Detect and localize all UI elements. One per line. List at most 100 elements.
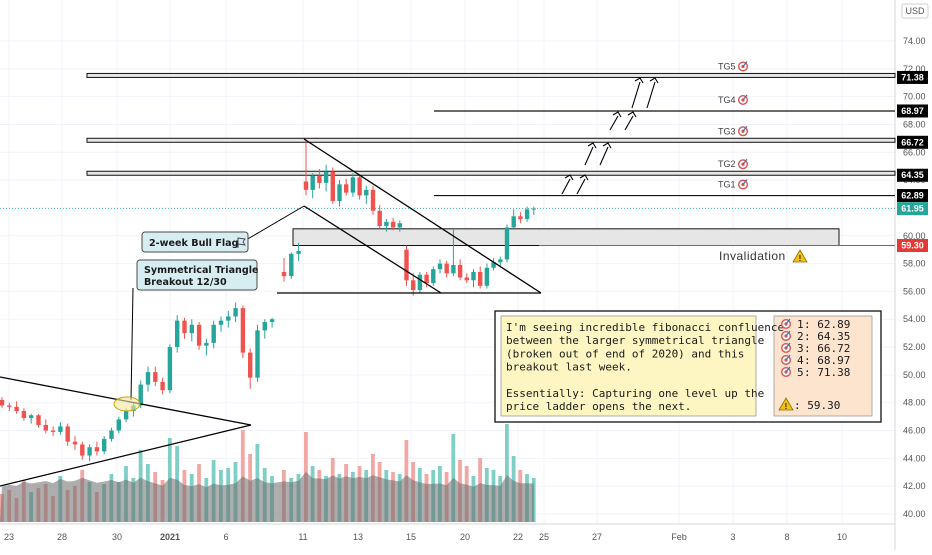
target-icon (781, 354, 792, 366)
invalidation-label-group: Invalidation ! (719, 249, 808, 263)
level-label-tg5: TG5 (718, 61, 736, 71)
candle-body (226, 316, 231, 321)
candle-body (524, 209, 530, 220)
candle-body (102, 438, 107, 452)
candle-body (36, 415, 41, 425)
invalidation-zone (292, 228, 840, 247)
candle-body (269, 319, 275, 323)
target-arrow (624, 111, 637, 131)
candles (0, 138, 536, 462)
candle-body (116, 419, 121, 431)
time-tick: 6 (223, 532, 228, 542)
candle-body (145, 372, 151, 385)
price-tick: 74.00 (903, 36, 926, 46)
fib-number: 2 (797, 330, 804, 343)
grid (0, 0, 896, 550)
price-tick: 56.00 (903, 286, 926, 296)
candle-body (310, 175, 315, 190)
price-axis[interactable]: 40.00 42.00 44.00 46.00 48.00 50.00 52.00 54.00… (897, 36, 928, 519)
price-tag: 71.38 (901, 72, 924, 82)
candle-body (167, 347, 173, 391)
price-tag-box (897, 135, 928, 149)
candle-body (337, 184, 342, 201)
candle-body (262, 322, 267, 331)
candle-body (323, 171, 329, 183)
candle-body (255, 330, 260, 378)
level-box-tg2 (86, 170, 896, 176)
price-tick: 46.00 (903, 426, 926, 436)
price-tag-box (897, 189, 928, 203)
note-line: breakout last week. (506, 361, 632, 374)
price-tag-box (897, 239, 928, 253)
time-tick: 11 (298, 532, 307, 542)
price-tick: 50.00 (903, 370, 926, 380)
candle-body (138, 384, 143, 406)
fib-row: : 71.38 (804, 366, 850, 379)
candle-body (153, 372, 158, 382)
bull-flag-callout: 2-week Bull Flag (141, 205, 305, 253)
price-tag: 64.35 (901, 170, 924, 180)
svg-text:!: ! (799, 254, 802, 263)
target-arrow (609, 111, 622, 131)
time-tick: 8 (784, 532, 789, 542)
time-tick: 2021 (160, 532, 180, 542)
time-tick: 22 (513, 532, 523, 542)
warning-row: : 59.30 (794, 399, 840, 412)
svg-text:!: ! (785, 402, 788, 411)
candle-body (58, 426, 63, 432)
note-line: between the larger symmetrical triangle (506, 334, 764, 347)
candle-body (21, 411, 27, 419)
volume-bar (505, 424, 509, 522)
warning-icon: ! (792, 249, 808, 263)
candle-body (484, 267, 490, 286)
warning-icon: ! (778, 397, 794, 411)
candle-body (377, 210, 382, 227)
candle-body (109, 430, 114, 439)
time-tick: 10 (837, 532, 847, 542)
volume-bar (240, 430, 245, 522)
note-line: I'm seeing incredible fibonacci confluen… (506, 321, 784, 334)
volume-bar (451, 434, 456, 522)
candle-body (123, 411, 129, 420)
target-arrow (584, 142, 597, 166)
currency-badge-box[interactable] (901, 3, 929, 19)
candle-body (175, 320, 180, 348)
candle-body (43, 424, 48, 431)
flag-icon (237, 237, 246, 248)
candle-body (80, 444, 85, 456)
candle-body (464, 277, 469, 281)
price-tick: 40.00 (903, 509, 926, 519)
candle-body (317, 175, 322, 183)
candle-body (404, 249, 409, 281)
candle-body (384, 221, 389, 227)
time-axis[interactable]: 23 28 30 2021 6 11 13 15 20 22 25 27 Feb 3 8 10 (4, 532, 847, 542)
note-line: Essentially: Capturing one level up the (506, 387, 764, 400)
time-tick: 13 (353, 532, 363, 542)
candle-body (417, 274, 423, 291)
time-tick: 23 (4, 532, 14, 542)
price-tag-box (897, 70, 928, 84)
price-tag-box (897, 168, 928, 182)
candle-body (211, 324, 216, 343)
price-tag-box (897, 104, 928, 118)
candle-body (370, 189, 376, 211)
candle-body (29, 415, 34, 419)
candle-body (233, 308, 238, 317)
target-arrow (631, 77, 644, 109)
candle-body (511, 216, 516, 228)
level-box-tg3 (86, 137, 896, 143)
breakout-callout: Symmetrical Triangle Breakout 12/30 (113, 259, 259, 412)
candle-body (196, 324, 202, 346)
price-tick: 44.00 (903, 453, 926, 463)
fib-row: : 64.35 (804, 330, 850, 343)
candle-body (397, 223, 402, 228)
price-tick: 54.00 (903, 314, 926, 324)
candle-body (491, 262, 496, 268)
candle-body (182, 320, 187, 334)
volume-average-area (0, 471, 534, 522)
note-line: price ladder opens the next. (506, 400, 691, 413)
currency-badge[interactable]: USD (905, 6, 925, 16)
level-label-tg2: TG2 (718, 159, 736, 169)
